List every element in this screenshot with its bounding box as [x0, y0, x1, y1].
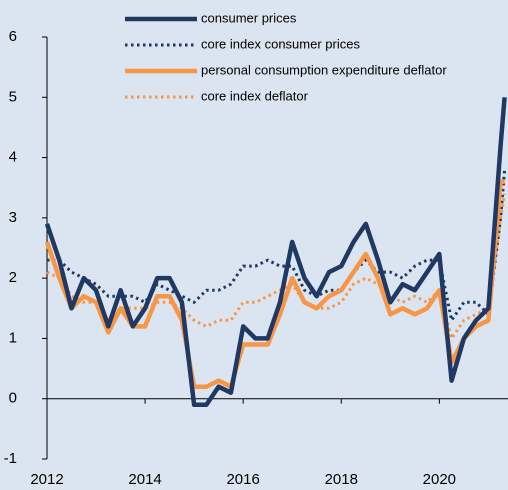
y-tick-label: 6 — [9, 28, 17, 45]
legend-label: core index consumer prices — [201, 36, 360, 51]
series-line — [44, 179, 505, 389]
legend-label: consumer prices — [201, 10, 297, 25]
legend-label: core index deflator — [201, 88, 309, 103]
x-tick-label: 2016 — [226, 471, 259, 488]
x-tick-label: 2012 — [30, 471, 63, 488]
x-tick-label: 2020 — [423, 471, 456, 488]
series-line — [44, 97, 507, 407]
y-tick-label: 3 — [9, 209, 17, 226]
y-tick-label: 4 — [9, 149, 17, 166]
y-tick-label: 2 — [9, 269, 17, 286]
y-tick-label: 5 — [9, 88, 17, 105]
y-tick-label: 1 — [9, 329, 17, 346]
x-tick-label: 2014 — [128, 471, 161, 488]
legend-label: personal consumption expenditure deflato… — [201, 62, 447, 77]
x-tick-label: 2018 — [325, 471, 358, 488]
y-tick-label: 0 — [9, 390, 17, 407]
y-tick-label: -1 — [4, 450, 17, 467]
